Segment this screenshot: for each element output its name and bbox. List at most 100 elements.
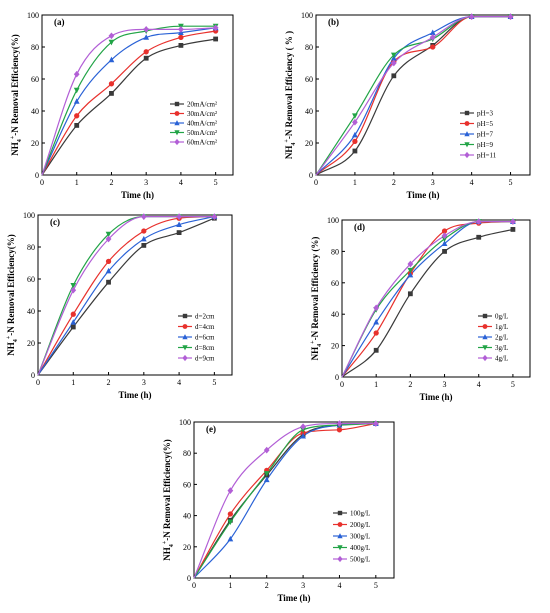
x-tick-label: 4 <box>177 378 181 387</box>
y-axis-title-prefix: NH <box>310 347 320 361</box>
y-axis-title-prefix: NH <box>6 342 16 356</box>
data-point <box>441 232 448 240</box>
y-tick-label: 20 <box>305 139 313 148</box>
data-point <box>352 138 358 145</box>
y-tick-label: 80 <box>331 247 339 256</box>
data-point <box>143 55 149 61</box>
y-tick-label: 60 <box>331 279 339 288</box>
data-point <box>373 318 380 325</box>
data-point <box>109 91 114 96</box>
data-point <box>143 26 150 33</box>
legend-label: pH=5 <box>477 120 494 128</box>
data-point <box>73 70 80 78</box>
legend-label: 0g/L <box>495 313 508 321</box>
x-tick-label: 3 <box>443 380 447 389</box>
legend: 100g/L 200g/L 300g/L 400g/L 500g/L <box>333 510 370 564</box>
legend-marker <box>337 533 343 539</box>
legend-label: 20mA/cm² <box>187 101 217 109</box>
y-tick-label: 80 <box>31 43 39 52</box>
y-axis-title-suffix: -N Removal Efficiency ( % ) <box>284 31 294 139</box>
data-point <box>352 131 358 138</box>
data-point <box>510 218 516 225</box>
legend-label: 60mA/cm² <box>187 139 217 147</box>
data-point <box>176 213 182 220</box>
data-point <box>176 221 182 227</box>
legend-label: 100g/L <box>350 510 370 518</box>
data-point <box>263 476 270 483</box>
data-point <box>300 430 306 436</box>
y-axis-title: NH4+-N Removal Efficiency ( % ) <box>284 31 297 159</box>
data-point <box>441 228 448 234</box>
data-point <box>74 113 80 119</box>
plot-frame <box>37 214 233 376</box>
legend-marker <box>464 121 470 126</box>
data-point <box>178 26 184 33</box>
legend: 0g/L 1g/L 2g/L 3g/L 4g/L <box>478 313 508 363</box>
x-tick-label: 2 <box>109 178 113 187</box>
data-point <box>105 231 112 238</box>
y-tick-label: 100 <box>327 216 339 225</box>
panel-label: (a) <box>54 17 65 27</box>
legend-marker <box>182 334 188 340</box>
data-point <box>141 228 147 234</box>
data-point <box>108 39 115 46</box>
y-tick-label: 80 <box>183 449 191 458</box>
data-point <box>73 98 80 104</box>
data-point <box>390 52 397 59</box>
data-point <box>211 213 218 220</box>
x-tick-label: 1 <box>353 178 357 187</box>
data-point <box>227 535 234 542</box>
series-line-4 <box>341 220 513 378</box>
legend-label: 4g/L <box>495 355 508 363</box>
panel-label: (d) <box>354 222 365 232</box>
legend-label: 30mA/cm² <box>187 110 217 118</box>
data-point <box>140 213 147 220</box>
y-tick-label: 60 <box>27 275 35 284</box>
y-tick-label: 0 <box>187 574 191 583</box>
series-line-1 <box>37 217 215 376</box>
x-tick-label: 0 <box>314 178 318 187</box>
legend-marker <box>482 354 488 362</box>
legend-marker <box>337 510 343 516</box>
y-tick-label: 100 <box>179 418 191 427</box>
legend-label: pH=9 <box>477 141 494 149</box>
legend: d=2cm d=4cm d=6cm d=8cm d=9cm <box>178 313 215 363</box>
legend-marker <box>482 345 488 351</box>
legend-marker <box>174 120 180 126</box>
y-tick-label: 0 <box>31 371 35 380</box>
data-point <box>442 249 447 254</box>
data-point <box>74 123 80 128</box>
legend-marker <box>182 345 188 351</box>
data-point <box>106 279 111 285</box>
x-tick-label: 5 <box>214 178 218 187</box>
x-tick-label: 4 <box>470 178 474 187</box>
legend-label: d=9cm <box>195 355 215 363</box>
y-axis-title-suffix: -N Removal Efficiency (%) <box>310 237 320 341</box>
y-tick-label: 20 <box>27 339 35 348</box>
series-line-4 <box>37 215 215 376</box>
panel-label: (b) <box>328 17 339 27</box>
x-tick-label: 3 <box>301 581 305 590</box>
y-axis-title-subscript: 4 <box>317 344 323 347</box>
y-tick-label: 100 <box>27 11 39 20</box>
data-point <box>407 267 414 274</box>
data-point <box>300 432 306 439</box>
y-axis-title-superscript: + <box>6 335 12 339</box>
data-point <box>300 423 306 431</box>
legend-label: d=6cm <box>195 334 215 342</box>
data-point <box>263 471 270 477</box>
data-point <box>407 271 414 278</box>
y-axis-title-suffix: -N Removal Efficiency(%) <box>162 439 172 540</box>
y-axis-title-superscript: + <box>10 135 16 139</box>
x-axis-title: Time (h) <box>121 190 154 200</box>
data-point <box>70 311 76 317</box>
legend-marker <box>482 324 488 329</box>
data-point <box>141 243 147 248</box>
data-point <box>373 304 380 312</box>
x-tick-label: 1 <box>75 178 79 187</box>
x-axis-title: Time (h) <box>118 390 151 400</box>
